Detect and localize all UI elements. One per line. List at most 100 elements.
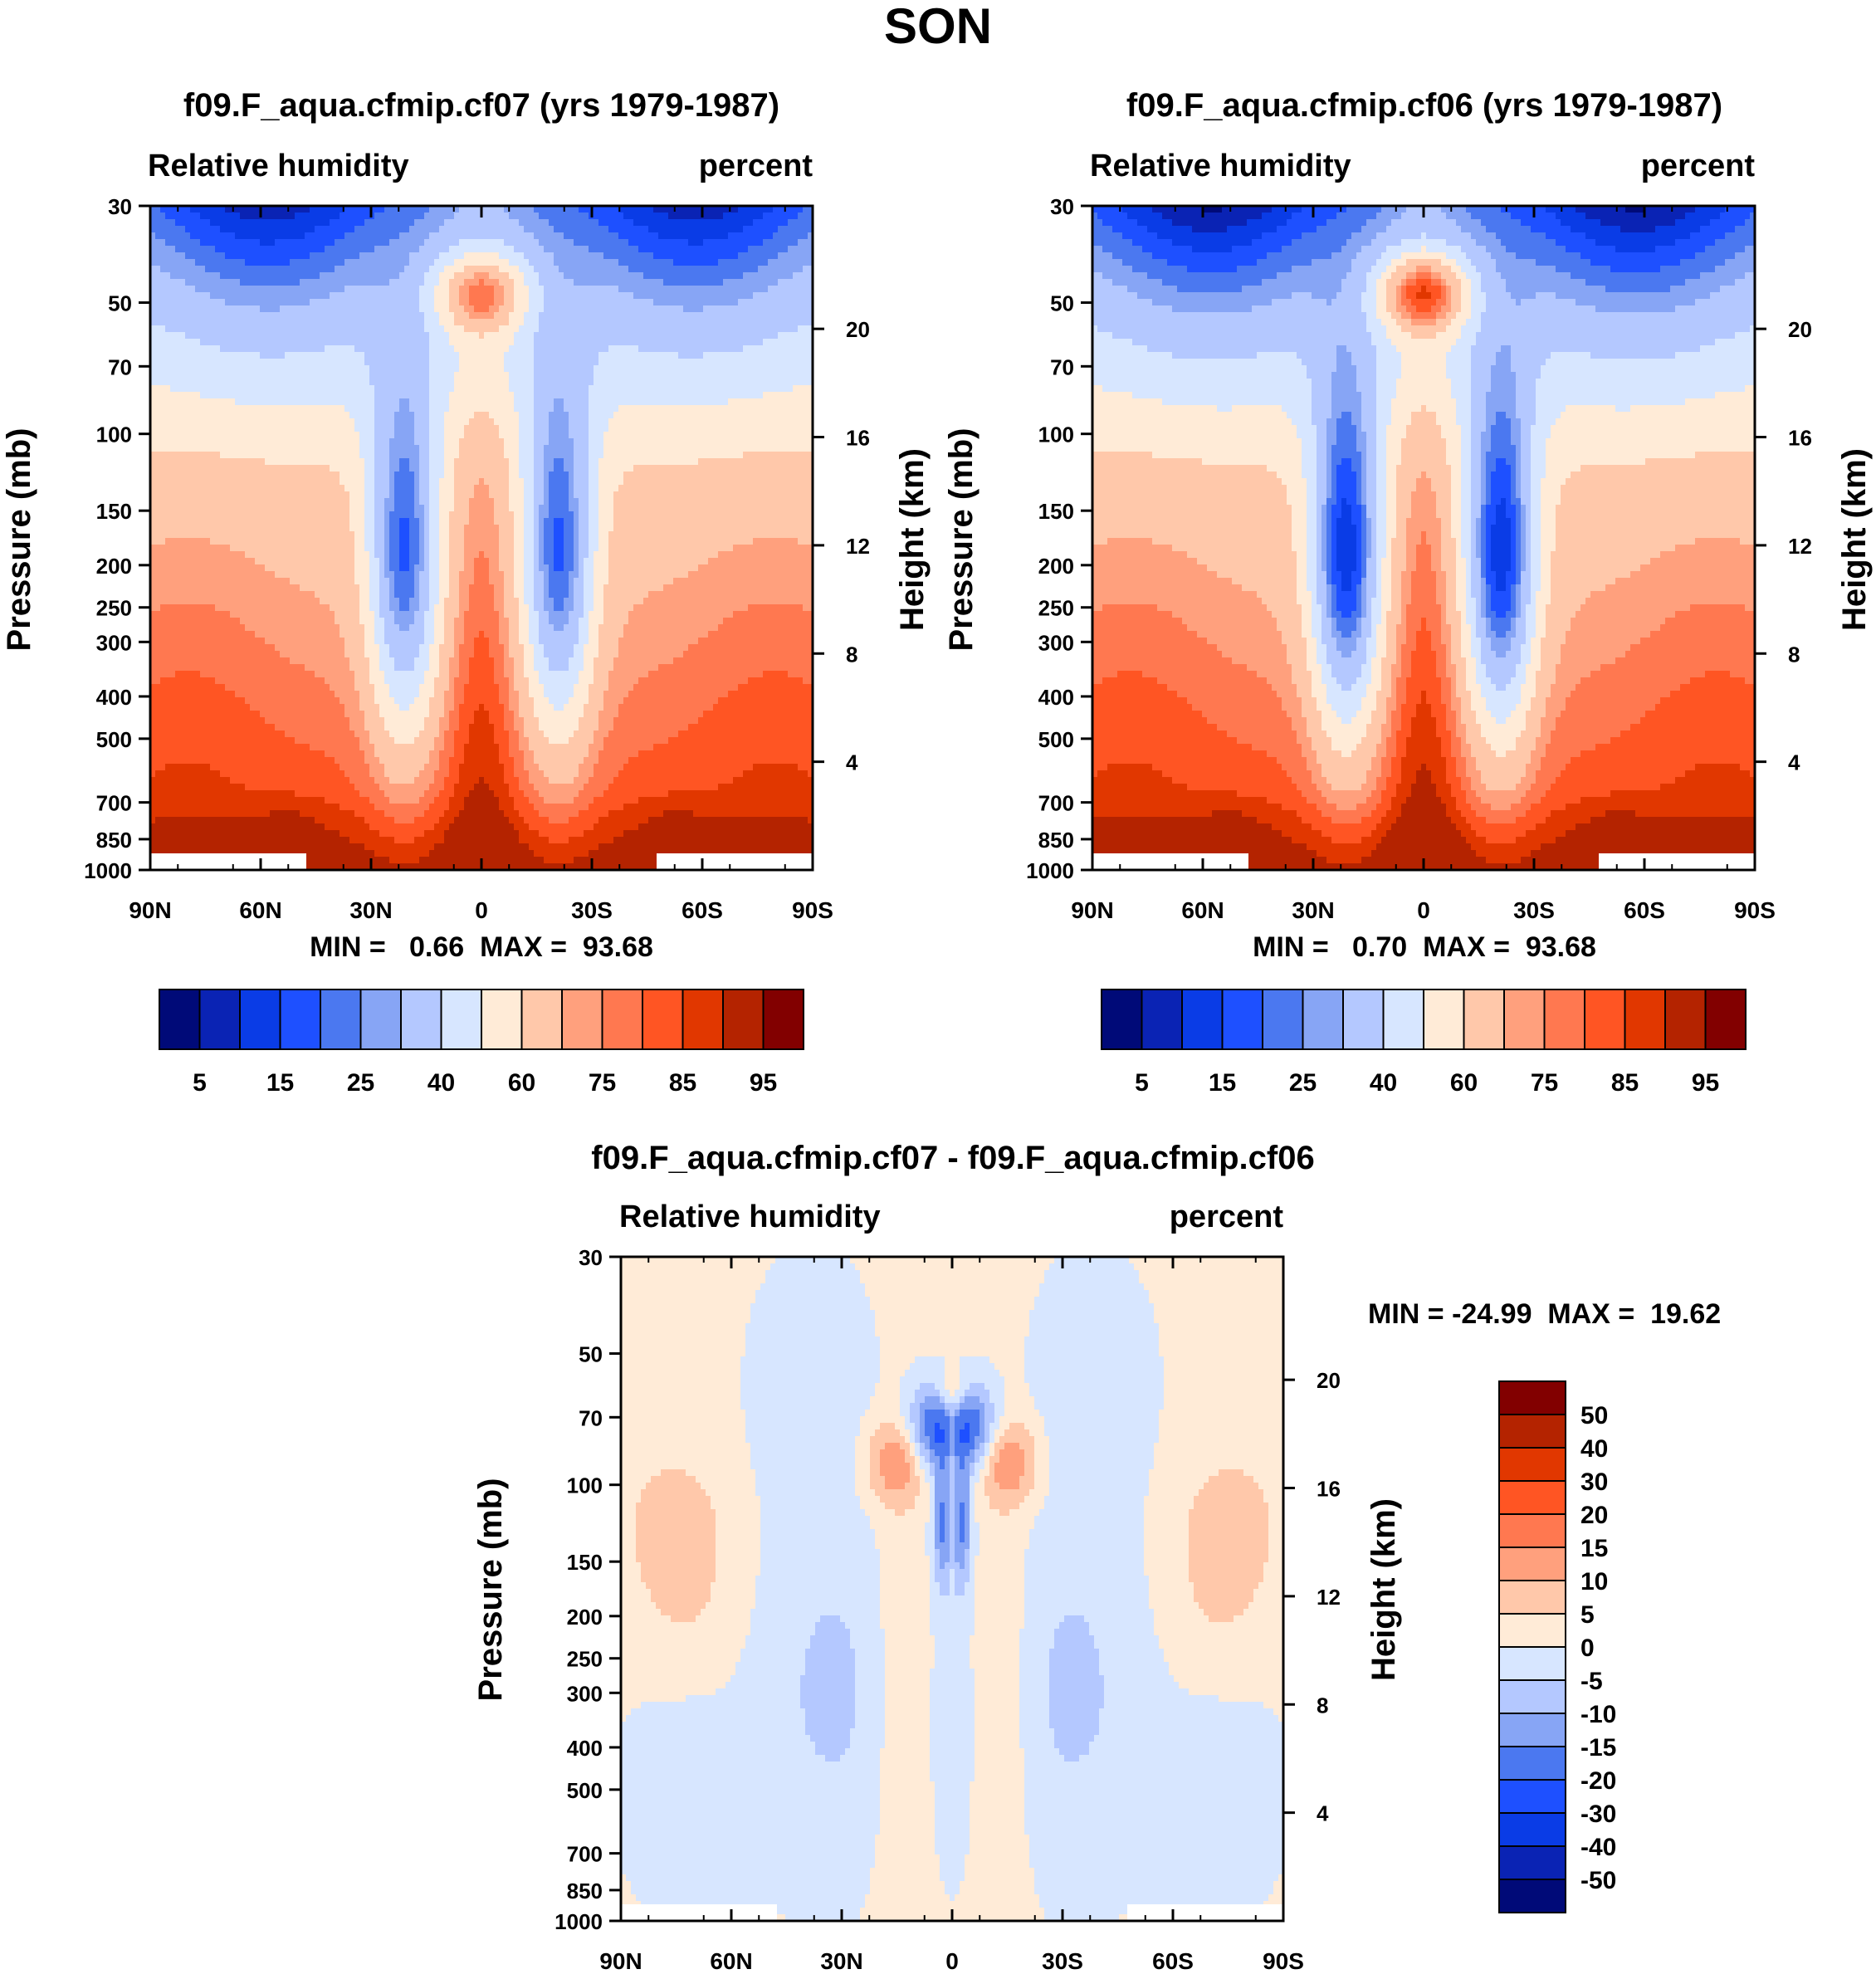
- contour-band: [1486, 584, 1492, 592]
- contour-band: [621, 1642, 746, 1649]
- contour-band: [419, 478, 430, 486]
- contour-band: [459, 664, 470, 672]
- contour-band: [1481, 505, 1487, 512]
- contour-band: [1222, 206, 1273, 213]
- contour-band: [1486, 837, 1517, 844]
- contour-band: [1159, 1436, 1284, 1444]
- contour-band: [554, 525, 564, 532]
- contour-band: [534, 697, 550, 705]
- contour-band: [1326, 644, 1337, 652]
- contour-band: [374, 691, 390, 698]
- contour-band: [374, 750, 430, 758]
- contour-band: [1391, 538, 1407, 545]
- contour-band: [1317, 850, 1372, 858]
- contour-band: [855, 1688, 886, 1696]
- contour-band: [579, 810, 609, 818]
- contour-band: [1541, 372, 1756, 379]
- contour-band: [1154, 1317, 1284, 1324]
- contour-band: [698, 458, 813, 466]
- contour-band: [970, 1649, 1020, 1656]
- contour-band: [1466, 677, 1477, 685]
- contour-band: [900, 1383, 921, 1390]
- contour-band: [205, 266, 335, 273]
- colorbar-label: 85: [669, 1069, 696, 1097]
- colorbar-label: 25: [347, 1069, 374, 1097]
- units-label: percent: [699, 149, 813, 183]
- contour-band: [1486, 392, 1517, 399]
- colorbar-box: [1664, 989, 1707, 1050]
- contour-band: [1431, 770, 1447, 778]
- contour-band: [920, 1416, 926, 1424]
- contour-band: [399, 458, 410, 466]
- contour-band: [621, 1410, 746, 1417]
- contour-band: [429, 206, 460, 213]
- contour-band: [1521, 691, 1536, 698]
- contour-band: [454, 458, 510, 466]
- contour-band: [960, 1410, 980, 1417]
- contour-band: [1531, 638, 1541, 645]
- contour-band: [1154, 1310, 1284, 1317]
- contour-band: [544, 797, 574, 804]
- contour-band: [1371, 604, 1382, 612]
- contour-band: [1446, 299, 1452, 306]
- contour-band: [984, 1423, 990, 1430]
- contour-band: [945, 1562, 960, 1570]
- contour-band: [621, 1436, 746, 1444]
- contour-band: [1441, 292, 1447, 300]
- contour-band: [150, 770, 156, 778]
- contour-band: [1561, 711, 1646, 718]
- contour-band: [1034, 1303, 1155, 1311]
- y-right-tick-label: 4: [846, 750, 858, 775]
- contour-band: [1287, 657, 1307, 665]
- contour-band: [1361, 398, 1377, 406]
- contour-band: [773, 206, 804, 213]
- contour-band: [1351, 259, 1377, 266]
- contour-band: [1391, 764, 1402, 771]
- contour-band: [945, 1376, 960, 1384]
- contour-band: [504, 299, 515, 306]
- contour-band: [1551, 784, 1661, 791]
- contour-band: [1361, 452, 1367, 459]
- contour-band: [1431, 545, 1442, 552]
- contour-band: [760, 1536, 876, 1543]
- contour-band: [1019, 1682, 1050, 1689]
- contour-band: [364, 359, 430, 366]
- contour-band: [424, 518, 430, 525]
- contour-band: [1371, 618, 1382, 625]
- contour-band: [534, 850, 589, 858]
- contour-band: [950, 1476, 955, 1483]
- contour-band: [534, 551, 540, 559]
- contour-band: [354, 671, 370, 678]
- contour-band: [1341, 505, 1352, 512]
- contour-band: [975, 1483, 985, 1490]
- contour-band: [564, 272, 644, 280]
- contour-band: [399, 624, 410, 632]
- contour-band: [1034, 1456, 1050, 1463]
- contour-band: [1446, 777, 1462, 784]
- contour-band: [335, 757, 365, 765]
- contour-band: [1466, 558, 1472, 565]
- contour-band: [459, 717, 475, 725]
- contour-band: [1376, 498, 1387, 506]
- contour-band: [429, 438, 445, 446]
- contour-band: [1401, 764, 1422, 771]
- contour-band: [1199, 1489, 1264, 1497]
- contour-band: [499, 624, 510, 632]
- contour-band: [364, 651, 380, 658]
- contour-band: [621, 1675, 731, 1683]
- contour-band: [1019, 1662, 1050, 1669]
- contour-band: [454, 737, 470, 745]
- contour-band: [1164, 1370, 1284, 1377]
- contour-band: [1267, 797, 1307, 804]
- contour-band: [429, 525, 440, 532]
- contour-band: [1486, 226, 1532, 233]
- contour-band: [1486, 624, 1492, 632]
- contour-band: [1391, 219, 1457, 227]
- contour-band: [1541, 578, 1551, 585]
- contour-band: [865, 1290, 1040, 1297]
- contour-band: [1302, 624, 1312, 632]
- contour-band: [1092, 737, 1238, 745]
- contour-band: [1471, 704, 1487, 711]
- contour-band: [1456, 717, 1462, 725]
- contour-band: [1099, 1655, 1165, 1663]
